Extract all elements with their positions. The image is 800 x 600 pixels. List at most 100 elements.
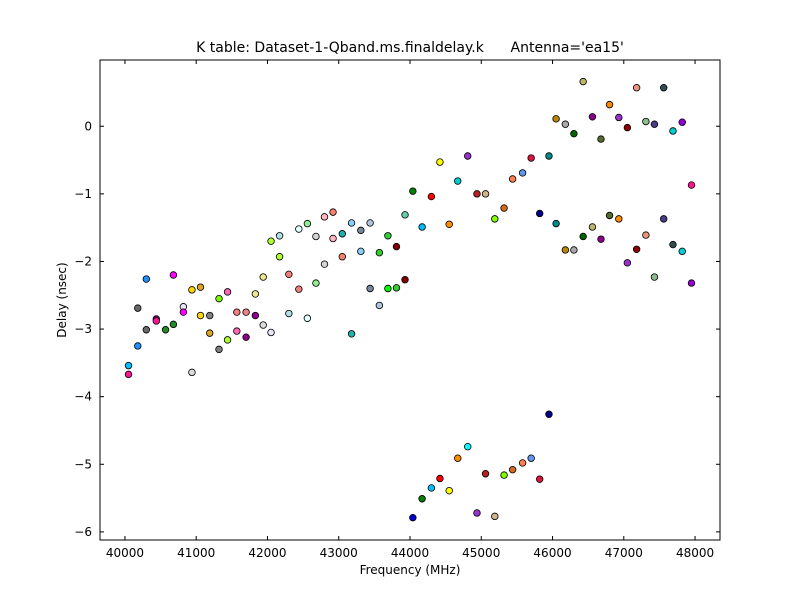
data-point [312, 232, 320, 241]
data-point [206, 311, 214, 320]
data-point [570, 129, 578, 138]
data-point [384, 284, 392, 293]
data-point [552, 219, 560, 228]
x-tick-label: 48000 [676, 546, 714, 560]
data-point [518, 169, 527, 177]
data-point [242, 333, 250, 341]
data-point [491, 215, 499, 223]
data-point [188, 368, 196, 377]
data-point [623, 123, 632, 132]
data-point [615, 113, 623, 122]
data-point [570, 246, 578, 254]
data-point [445, 486, 453, 495]
data-point [295, 225, 303, 233]
data-point [632, 245, 641, 253]
x-tick-label: 43000 [320, 546, 358, 560]
data-point [669, 240, 677, 249]
data-point [436, 474, 444, 483]
data-point [445, 220, 453, 228]
x-tick-label: 40000 [106, 546, 144, 560]
data-point [357, 226, 365, 235]
data-point [259, 321, 267, 329]
data-point [660, 215, 668, 223]
y-tick-label: −5 [74, 457, 92, 471]
data-point [223, 288, 232, 296]
data-point [285, 270, 293, 279]
data-point [142, 275, 151, 283]
data-point [464, 443, 472, 451]
data-point [545, 152, 553, 160]
data-point [251, 290, 260, 298]
x-axis-title: Frequency (MHz) [360, 563, 461, 577]
data-point [418, 495, 426, 503]
data-point [169, 271, 178, 279]
axis-ticks: 40000 41000 42000 43000 44000 45000 46000 47000… [74, 60, 720, 560]
data-point [615, 215, 623, 223]
data-point [124, 361, 133, 370]
data-point [206, 329, 214, 337]
data-point [275, 232, 284, 240]
data-point [152, 317, 160, 325]
data-point [518, 459, 527, 467]
data-point [545, 410, 553, 418]
data-point [303, 314, 312, 322]
data-point [561, 120, 570, 128]
y-tick-label: −6 [74, 525, 92, 539]
chart-title: K table: Dataset-1-Qband.ms.finaldelay.k… [196, 40, 624, 56]
y-tick-label: 0 [84, 119, 92, 133]
data-point [650, 120, 659, 128]
data-point [223, 336, 232, 344]
x-tick-label: 42000 [248, 546, 286, 560]
data-point [508, 175, 517, 183]
data-point [338, 253, 346, 261]
plot-frame [99, 59, 721, 541]
data-point [605, 100, 614, 109]
data-point [347, 219, 356, 227]
data-point [481, 470, 490, 478]
y-axis-title: Delay (nsec) [55, 262, 69, 337]
data-point [527, 154, 535, 162]
data-point [536, 209, 544, 218]
data-point [366, 284, 374, 293]
data-point [409, 187, 417, 195]
data-point [454, 177, 462, 185]
y-tick-label: −3 [74, 322, 92, 336]
data-point [320, 213, 329, 221]
data-point [295, 285, 303, 293]
data-point [418, 223, 426, 231]
data-point [375, 301, 384, 310]
data-point [678, 247, 686, 256]
data-point [687, 181, 696, 189]
data-point [285, 309, 293, 318]
data-point [508, 465, 517, 474]
data-point [329, 208, 337, 216]
data-point [660, 84, 668, 92]
data-point [642, 231, 650, 239]
data-point [366, 219, 374, 227]
data-point [375, 248, 384, 257]
data-point [215, 294, 223, 303]
data-point [233, 308, 241, 316]
y-tick-label: −2 [74, 254, 92, 268]
x-tick-label: 46000 [533, 546, 571, 560]
data-point [473, 190, 481, 198]
data-point [687, 279, 696, 287]
data-point [491, 512, 499, 521]
data-point [536, 475, 544, 483]
data-point [588, 223, 597, 231]
data-point [392, 284, 401, 292]
data-point [481, 190, 490, 198]
data-point [320, 260, 329, 268]
data-point [401, 276, 409, 284]
data-point [650, 273, 659, 281]
data-point [579, 77, 587, 86]
data-point [188, 286, 196, 294]
data-point [303, 219, 312, 228]
data-point [179, 308, 188, 316]
data-point [134, 304, 142, 312]
x-tick-label: 44000 [391, 546, 429, 560]
data-point [579, 232, 587, 241]
data-point [384, 232, 392, 240]
data-point [338, 230, 346, 238]
data-point [427, 484, 436, 492]
